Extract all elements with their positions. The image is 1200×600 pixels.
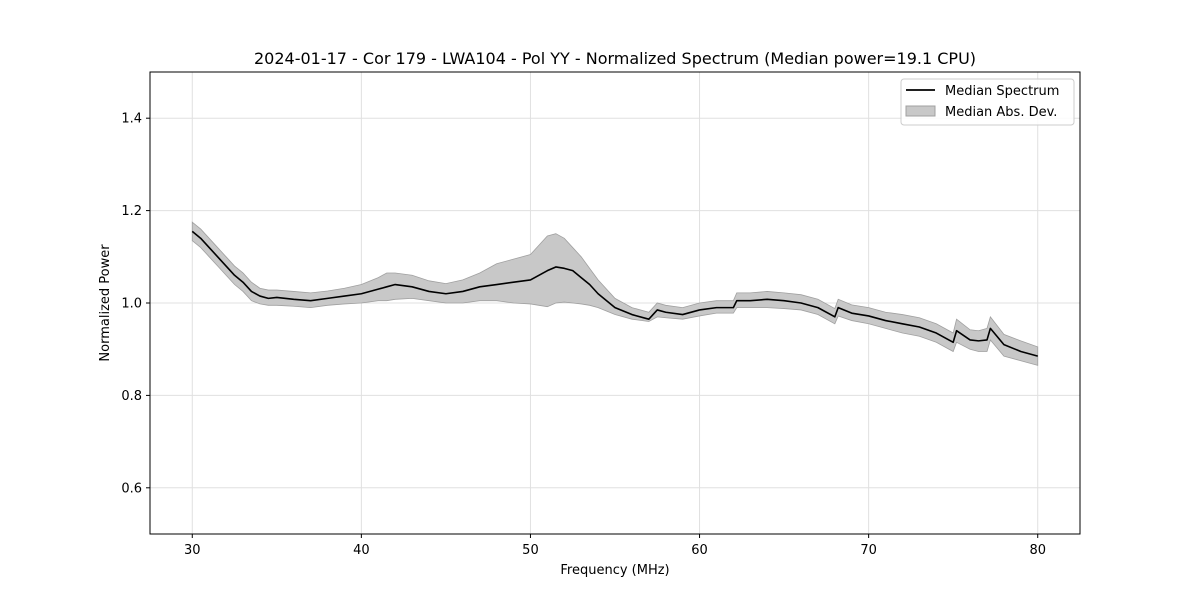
legend-median-label: Median Spectrum [945,84,1059,99]
x-axis-ticks: 30 40 50 60 70 80 [184,534,1046,558]
y-tick-label-3: 1.2 [121,204,142,219]
y-axis-label: Normalized Power [98,244,113,362]
median-spectrum-line [191,230,1038,357]
legend-mad-label: Median Abs. Dev. [945,105,1057,120]
x-tick-label-0: 30 [184,543,201,558]
legend: Median Spectrum Median Abs. Dev. [900,78,1075,126]
x-tick-label-2: 50 [522,543,539,558]
x-tick-label-4: 70 [860,543,877,558]
legend-box [900,78,1075,126]
legend-mad-swatch [905,105,936,117]
y-tick-label-0: 0.6 [121,481,142,496]
x-tick-label-1: 40 [353,543,370,558]
x-tick-label-5: 80 [1029,543,1046,558]
y-tick-label-2: 1.0 [121,297,142,312]
x-tick-label-3: 60 [691,543,708,558]
y-tick-label-4: 1.4 [121,112,142,127]
chart-title: 2024-01-17 - Cor 179 - LWA104 - Pol YY -… [254,49,976,68]
x-axis-label: Frequency (MHz) [560,563,669,578]
y-axis-ticks: 0.6 0.8 1.0 1.2 1.4 [121,112,150,496]
y-tick-label-1: 0.8 [121,389,142,404]
median-line-layer [191,230,1038,357]
